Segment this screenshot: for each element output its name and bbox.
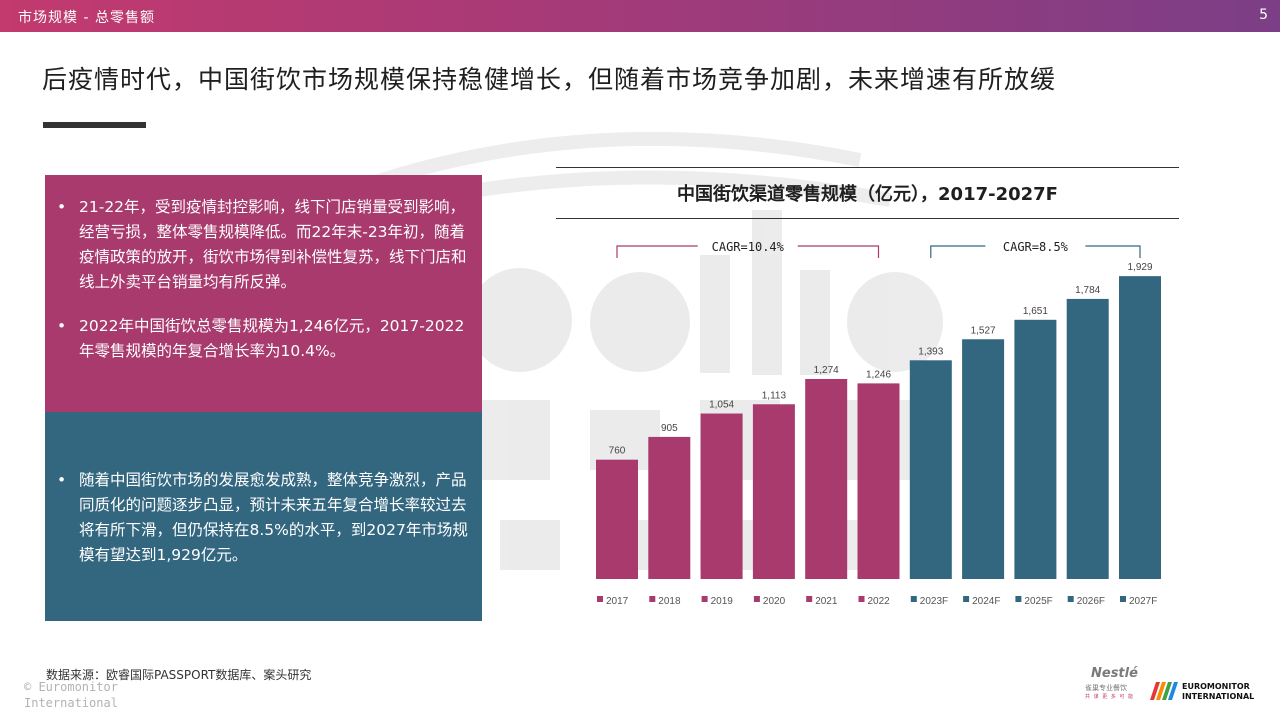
legend-swatch	[753, 596, 760, 602]
nestle-wordmark: Nestlé	[1091, 666, 1138, 681]
data-label: 760	[609, 446, 626, 457]
bullet-item: 随着中国街饮市场的发展愈发成熟，整体竞争激烈，产品同质化的问题逐步凸显，预计未来…	[45, 468, 470, 568]
data-source: 数据来源：欧睿国际PASSPORT数据库、案头研究	[46, 668, 312, 682]
legend-swatch	[858, 596, 865, 602]
data-label: 1,393	[918, 346, 943, 357]
euromonitor-line: INTERNATIONAL	[1182, 692, 1255, 701]
cagr-bracket	[1085, 245, 1141, 258]
legend-entry: 2021	[815, 596, 838, 607]
chart-title: 中国街饮渠道零售规模（亿元），2017-2027F	[677, 184, 1058, 205]
euromonitor-logo: EUROMONITOR INTERNATIONAL	[1150, 680, 1270, 704]
legend-entry: 2024F	[972, 596, 1000, 607]
legend-swatch	[963, 596, 970, 602]
legend-swatch	[1120, 596, 1126, 602]
data-label: 1,246	[866, 369, 891, 380]
title-underline	[43, 122, 146, 128]
page-number: 5	[1259, 7, 1268, 23]
data-label: 1,527	[971, 325, 996, 336]
legend-entry: 2020	[763, 596, 786, 607]
cagr-bracket	[616, 245, 698, 258]
bar-2027F	[1119, 276, 1161, 579]
bar-2019	[700, 413, 743, 579]
bar-2026F	[1066, 298, 1109, 579]
bar-2022	[857, 383, 900, 579]
data-label: 1,784	[1075, 285, 1100, 296]
top-bar: 市场规模 - 总零售额 5	[0, 0, 1280, 32]
data-label: 1,113	[762, 390, 787, 401]
bar-2018	[648, 436, 691, 579]
euromonitor-stripes-icon	[1150, 682, 1178, 700]
legend-swatch	[649, 596, 656, 602]
teal-panel: 随着中国街饮市场的发展愈发成熟，整体竞争激烈，产品同质化的问题逐步凸显，预计未来…	[45, 412, 482, 621]
cagr-label: CAGR=8.5%	[1003, 240, 1069, 254]
bar-2024F	[962, 339, 1005, 579]
chart-top-rule	[556, 167, 1179, 168]
bullet-item: 2022年中国街饮总零售规模为1,246亿元，2017-2022年零售规模的年复…	[45, 314, 470, 364]
bar-2021	[805, 378, 848, 579]
pink-bullet-list: 21-22年，受到疫情封控影响，线下门店销量受到影响，经营亏损，整体零售规模降低…	[45, 175, 482, 364]
bar-2025F	[1014, 319, 1057, 579]
bullet-item: 21-22年，受到疫情封控影响，线下门店销量受到影响，经营亏损，整体零售规模降低…	[45, 195, 470, 295]
page-title: 后疫情时代，中国街饮市场规模保持稳健增长，但随着市场竞争加剧，未来增速有所放缓	[42, 65, 1057, 94]
copyright-line: © Euromonitor	[24, 680, 118, 694]
pink-panel: 21-22年，受到疫情封控影响，线下门店销量受到影响，经营亏损，整体零售规模降低…	[45, 175, 482, 412]
bar-chart: 760 905 1,054 1,113 1,274 1,246 1,393 1,527 1,65…	[596, 240, 1161, 607]
nestle-logo: Nestlé 雀巢专业餐饮 共 谋 更 多 可 能	[1085, 666, 1145, 706]
copyright: © Euromonitor International	[24, 679, 118, 711]
copyright-line: International	[24, 696, 118, 710]
data-label: 1,054	[709, 400, 734, 411]
bar-2020	[752, 404, 795, 579]
legend-entry: 2026F	[1077, 596, 1105, 607]
data-label: 905	[661, 423, 678, 434]
data-label: 1,274	[814, 365, 839, 376]
nestle-tagline: 共 谋 更 多 可 能	[1085, 694, 1134, 700]
breadcrumb: 市场规模 - 总零售额	[18, 10, 155, 26]
legend-swatch	[806, 596, 813, 602]
legend-entry: 2023F	[920, 596, 948, 607]
data-label: 1,651	[1023, 306, 1048, 317]
legend-entry: 2018	[658, 596, 681, 607]
legend-entry: 2019	[711, 596, 734, 607]
legend-swatch	[701, 596, 708, 602]
legend-entry: 2025F	[1024, 596, 1052, 607]
euromonitor-wordmark: EUROMONITOR INTERNATIONAL	[1182, 682, 1254, 702]
legend-entry: 2017	[606, 596, 629, 607]
nestle-subtitle: 雀巢专业餐饮	[1085, 684, 1127, 692]
data-label: 1,929	[1127, 262, 1152, 273]
legend-entry: 2022	[868, 596, 891, 607]
bar-2023F	[909, 360, 952, 579]
legend-swatch	[1015, 596, 1022, 602]
teal-bullet-list: 随着中国街饮市场的发展愈发成熟，整体竞争激烈，产品同质化的问题逐步凸显，预计未来…	[45, 412, 482, 568]
cagr-label: CAGR=10.4%	[712, 240, 785, 254]
legend-swatch	[1067, 596, 1074, 602]
legend-swatch	[597, 596, 603, 602]
cagr-bracket	[930, 245, 986, 258]
euromonitor-line: EUROMONITOR	[1182, 682, 1250, 691]
bar-2017	[596, 459, 638, 579]
cagr-bracket	[797, 245, 880, 258]
legend-swatch	[910, 596, 917, 602]
chart-bottom-rule	[556, 218, 1179, 219]
legend-entry: 2027F	[1129, 596, 1157, 607]
